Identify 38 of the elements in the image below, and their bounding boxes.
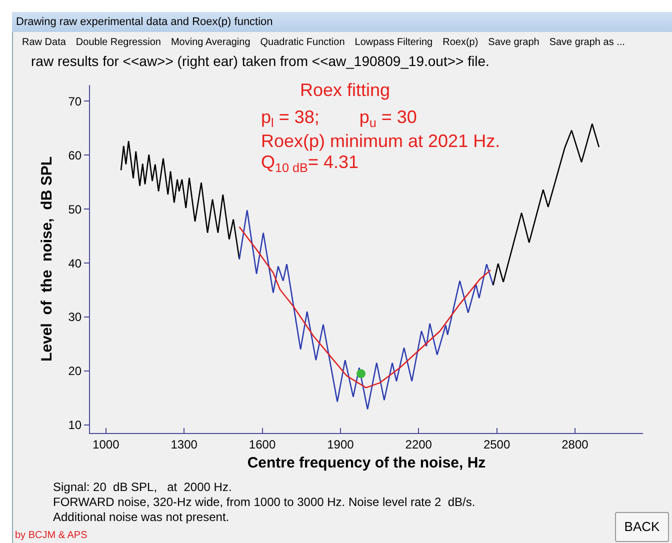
x-tick-label: 2500 xyxy=(483,437,510,452)
annotation: Roex(p) minimum at 2021 Hz. xyxy=(261,131,500,151)
y-tick-label: 40 xyxy=(68,256,82,270)
text: Drawing raw experimental data and Roex(p) function xyxy=(12,12,672,32)
text: Additional noise was not present. xyxy=(53,510,230,524)
text: Save graph xyxy=(488,37,540,48)
y-tick-label: 30 xyxy=(68,310,82,324)
line-series xyxy=(120,140,240,260)
x-tick-label: 1600 xyxy=(248,437,276,452)
y-tick-label: 20 xyxy=(68,364,82,378)
y-axis-title: Level of the noise, dB SPL xyxy=(38,156,56,362)
line-series xyxy=(238,226,492,388)
annotation: p$_{l}$ = 38; p$_{u}$ = 30 xyxy=(261,107,417,130)
text: BACK xyxy=(615,512,669,542)
x-axis-title: Centre frequency of the noise, Hz xyxy=(247,454,486,472)
text: Save graph as ... xyxy=(549,37,625,48)
text: Moving Averaging xyxy=(170,37,250,48)
x-tick-label: 1000 xyxy=(92,437,120,452)
text: Quadratic Function xyxy=(260,37,345,48)
y-tick-label: 70 xyxy=(68,94,82,108)
y-tick-label: 10 xyxy=(68,418,82,432)
text: Double Regression xyxy=(76,37,161,48)
x-tick-label: 1300 xyxy=(170,437,198,452)
text: Raw Data xyxy=(22,37,66,48)
x-tick-label: 2200 xyxy=(405,437,432,452)
y-tick-label: 60 xyxy=(68,148,82,162)
annotation: Roex fitting xyxy=(300,80,390,100)
x-tick-label: 2800 xyxy=(562,437,589,452)
x-tick-label: 1900 xyxy=(327,437,354,452)
text: by BCJM & APS xyxy=(15,530,88,541)
annotation: Q$_{10 dB}$= 4.31 xyxy=(261,152,358,175)
text: Lowpass Filtering xyxy=(354,37,433,48)
text: FORWARD noise, 320-Hz wide, from 1000 to 3000 Hz. Noise level rate 2 dB/s. xyxy=(53,495,476,509)
text: Roex(p) xyxy=(442,37,478,48)
chart-title: raw results for <<aw>> (right ear) taken from <<aw_190809_19.out>> file. xyxy=(31,53,490,69)
line-series xyxy=(238,210,494,410)
y-tick-label: 50 xyxy=(68,202,82,216)
text: Signal: 20 dB SPL, at 2000 Hz. xyxy=(53,480,232,494)
